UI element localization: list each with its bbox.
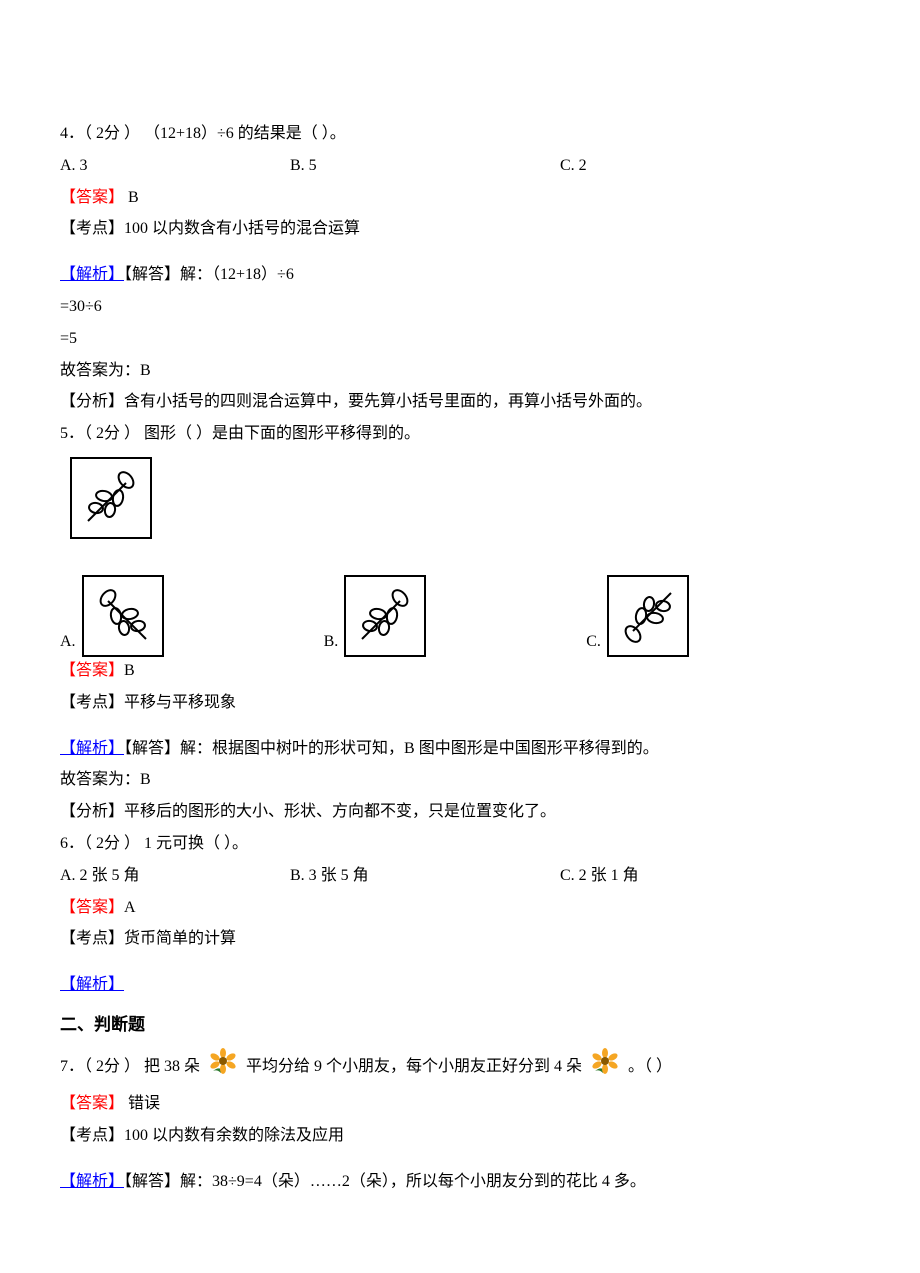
answer-label: 【答案】 bbox=[60, 1095, 124, 1112]
analysis-label: 【分析】 bbox=[60, 803, 124, 820]
leaf-icon bbox=[76, 463, 146, 533]
flower-icon bbox=[589, 1047, 621, 1088]
q5-choiceC: C. bbox=[586, 575, 689, 657]
answer-label: 【答案】 bbox=[60, 189, 124, 206]
q5-answer-line: 【答案】B bbox=[60, 657, 860, 686]
leaf-icon bbox=[88, 581, 158, 651]
topic-label: 【考点】 bbox=[60, 694, 124, 711]
parse-label: 【解析】 bbox=[60, 740, 124, 757]
q6-optC: C. 2 张 1 角 bbox=[560, 862, 860, 891]
q7-stem: 7．（ 2分 ） 把 38 朵 平均分给 9 个小朋友，每个小朋友正好分到 4 … bbox=[60, 1047, 860, 1088]
q6-topic: 货币简单的计算 bbox=[124, 930, 236, 947]
q4-optC: C. 2 bbox=[560, 152, 860, 181]
q7-answer: 错误 bbox=[124, 1095, 160, 1112]
q4-answer-line: 【答案】 B bbox=[60, 184, 860, 213]
q6-optA: A. 2 张 5 角 bbox=[60, 862, 290, 891]
leaf-icon bbox=[350, 581, 420, 651]
q6-answer-line: 【答案】A bbox=[60, 894, 860, 923]
q4-parse-line: 【解析】【解答】解：（12+18）÷6 bbox=[60, 261, 860, 290]
section2-title: 二、判断题 bbox=[60, 1010, 860, 1041]
q4-analysis-line: 【分析】含有小括号的四则混合运算中，要先算小括号里面的，再算小括号外面的。 bbox=[60, 388, 860, 417]
leaf-icon bbox=[613, 581, 683, 651]
q5-choiceA: A. bbox=[60, 575, 164, 657]
q5-conclusion: 故答案为：B bbox=[60, 766, 860, 795]
parse-label: 【解析】 bbox=[60, 976, 124, 993]
q5-parse-line: 【解析】【解答】解：根据图中树叶的形状可知，B 图中图形是中国图形平移得到的。 bbox=[60, 735, 860, 764]
q5-choices: A. B. bbox=[60, 575, 860, 657]
q4-analysis: 含有小括号的四则混合运算中，要先算小括号里面的，再算小括号外面的。 bbox=[124, 393, 652, 410]
q6-topic-line: 【考点】货币简单的计算 bbox=[60, 925, 860, 954]
q4-conclusion: 故答案为：B bbox=[60, 357, 860, 386]
q4-step1: =30÷6 bbox=[60, 293, 860, 322]
q4-stem: 4．（ 2分 ） （12+18）÷6 的结果是（ ）。 bbox=[60, 120, 860, 149]
q5-answer: B bbox=[124, 662, 135, 679]
q7-answer-line: 【答案】 错误 bbox=[60, 1090, 860, 1119]
q6-parse-line: 【解析】 bbox=[60, 971, 860, 1000]
topic-label: 【考点】 bbox=[60, 930, 124, 947]
q6-stem: 6．（ 2分 ） 1 元可换（ ）。 bbox=[60, 830, 860, 859]
q4-topic-line: 【考点】100 以内数含有小括号的混合运算 bbox=[60, 215, 860, 244]
q7-prefix: 7．（ 2分 ） 把 38 朵 bbox=[60, 1058, 204, 1075]
labelB: B. bbox=[324, 628, 339, 657]
labelA: A. bbox=[60, 628, 76, 657]
leaf-B-box bbox=[344, 575, 426, 657]
q7-topic-line: 【考点】100 以内数有余数的除法及应用 bbox=[60, 1122, 860, 1151]
topic-label: 【考点】 bbox=[60, 220, 124, 237]
q4-optB: B. 5 bbox=[290, 152, 560, 181]
q4-optA: A. 3 bbox=[60, 152, 290, 181]
flower-icon bbox=[207, 1047, 239, 1088]
q4-step2: =5 bbox=[60, 325, 860, 354]
q5-ref-figure bbox=[60, 457, 860, 539]
q5-analysis: 平移后的图形的大小、形状、方向都不变，只是位置变化了。 bbox=[124, 803, 556, 820]
parse-label: 【解析】 bbox=[60, 266, 124, 283]
q4-parse-body: 【解答】解：（12+18）÷6 bbox=[124, 266, 294, 283]
answer-label: 【答案】 bbox=[60, 662, 124, 679]
q5-analysis-line: 【分析】平移后的图形的大小、形状、方向都不变，只是位置变化了。 bbox=[60, 798, 860, 827]
q7-parse-line: 【解析】【解答】解：38÷9=4（朵）……2（朵），所以每个小朋友分到的花比 4… bbox=[60, 1168, 860, 1197]
q7-suffix: 。（ ） bbox=[628, 1058, 672, 1075]
q5-topic: 平移与平移现象 bbox=[124, 694, 236, 711]
q5-topic-line: 【考点】平移与平移现象 bbox=[60, 689, 860, 718]
q7-parse-body: 【解答】解：38÷9=4（朵）……2（朵），所以每个小朋友分到的花比 4 多。 bbox=[124, 1173, 646, 1190]
labelC: C. bbox=[586, 628, 601, 657]
q6-options: A. 2 张 5 角 B. 3 张 5 角 C. 2 张 1 角 bbox=[60, 862, 860, 891]
q5-parse-body: 【解答】解：根据图中树叶的形状可知，B 图中图形是中国图形平移得到的。 bbox=[124, 740, 659, 757]
q7-mid: 平均分给 9 个小朋友，每个小朋友正好分到 4 朵 bbox=[246, 1058, 586, 1075]
q4-answer: B bbox=[124, 189, 139, 206]
answer-label: 【答案】 bbox=[60, 899, 124, 916]
leaf-A-box bbox=[82, 575, 164, 657]
q4-topic: 100 以内数含有小括号的混合运算 bbox=[124, 220, 360, 237]
q6-optB: B. 3 张 5 角 bbox=[290, 862, 560, 891]
q4-options: A. 3 B. 5 C. 2 bbox=[60, 152, 860, 181]
q7-topic: 100 以内数有余数的除法及应用 bbox=[124, 1127, 344, 1144]
topic-label: 【考点】 bbox=[60, 1127, 124, 1144]
leaf-ref-box bbox=[70, 457, 152, 539]
q5-stem: 5．（ 2分 ） 图形（ ）是由下面的图形平移得到的。 bbox=[60, 420, 860, 449]
q5-choiceB: B. bbox=[324, 575, 427, 657]
leaf-C-box bbox=[607, 575, 689, 657]
analysis-label: 【分析】 bbox=[60, 393, 124, 410]
q6-answer: A bbox=[124, 899, 136, 916]
parse-label: 【解析】 bbox=[60, 1173, 124, 1190]
